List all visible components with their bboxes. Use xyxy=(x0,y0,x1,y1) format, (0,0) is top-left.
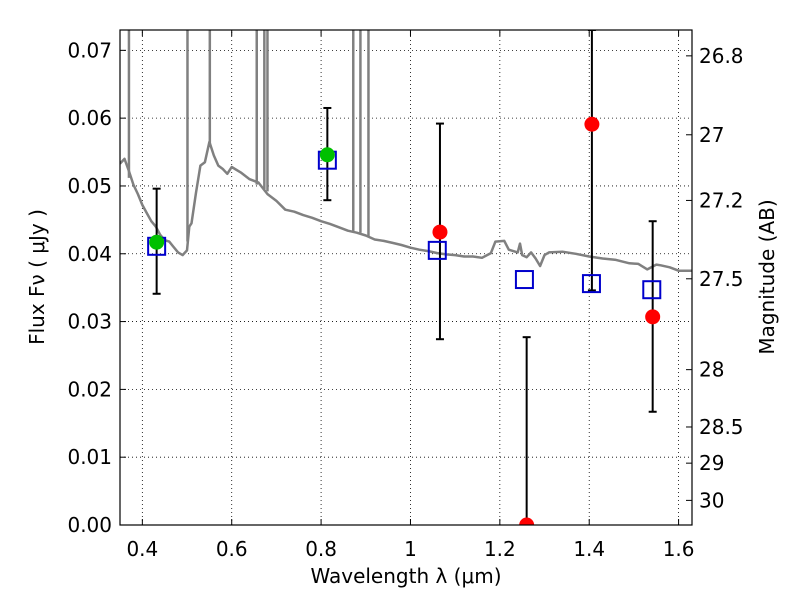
right-tick-label: 29 xyxy=(699,451,724,475)
y-tick-label: 0.04 xyxy=(67,242,112,266)
model-photometry-square xyxy=(514,270,534,290)
right-tick-label: 26.8 xyxy=(699,44,744,68)
y-tick-label: 0.06 xyxy=(67,106,112,130)
model-photometry-square xyxy=(642,280,662,300)
observed-photometry-point xyxy=(584,116,600,132)
plot-area xyxy=(120,30,692,525)
right-axis-label: Magnitude (AB) xyxy=(755,199,779,354)
observed-photometry-point xyxy=(645,309,661,325)
observed-photometry-point xyxy=(519,517,535,525)
model-photometry-markers xyxy=(147,150,662,300)
observed-photometry-point xyxy=(319,147,335,163)
x-tick-labels: 0.4 0.6 0.8 1 1.2 1.4 1.6 xyxy=(126,537,694,561)
right-tick-labels: 26.8 27 27.2 27.5 28 28.5 29 30 xyxy=(699,44,744,513)
right-tick-label: 27 xyxy=(699,123,724,147)
model-photometry-square xyxy=(427,240,447,260)
x-axis-label: Wavelength λ (μm) xyxy=(310,564,501,588)
x-tick-label: 1.2 xyxy=(484,537,516,561)
x-tick-label: 1.4 xyxy=(573,537,605,561)
x-tick-label: 0.8 xyxy=(305,537,337,561)
right-tick-label: 30 xyxy=(699,488,724,512)
x-tick-label: 0.4 xyxy=(126,537,158,561)
y-tick-label: 0.03 xyxy=(67,310,112,334)
model-photometry-square xyxy=(581,274,601,294)
grid-lines xyxy=(120,30,692,526)
x-tick-label: 1 xyxy=(404,537,417,561)
right-tick-label: 27.5 xyxy=(699,267,744,291)
right-tick-label: 28.5 xyxy=(699,415,744,439)
x-tick-label: 0.6 xyxy=(216,537,248,561)
y-tick-label: 0.05 xyxy=(67,174,112,198)
observed-photometry-point xyxy=(432,224,448,240)
right-tick-label: 28 xyxy=(699,358,724,382)
y-tick-label: 0.00 xyxy=(67,513,112,537)
y-axis-label: Flux Fν ( μJy ) xyxy=(25,209,49,345)
y-tick-label: 0.07 xyxy=(67,38,112,62)
right-tick-label: 27.2 xyxy=(699,188,744,212)
plot-frame xyxy=(119,29,693,526)
x-tick-label: 1.6 xyxy=(663,537,695,561)
template-spectrum xyxy=(120,30,692,272)
y-tick-label: 0.02 xyxy=(67,377,112,401)
error-bars xyxy=(152,30,657,525)
y-tick-label: 0.01 xyxy=(67,445,112,469)
y-tick-labels: 0.00 0.01 0.02 0.03 0.04 0.05 0.06 0.07 xyxy=(67,38,112,537)
template-spectrum-line xyxy=(120,140,692,272)
observed-photometry-point xyxy=(149,234,165,250)
observed-photometry-markers xyxy=(149,116,661,525)
axis-ticks xyxy=(120,30,692,526)
